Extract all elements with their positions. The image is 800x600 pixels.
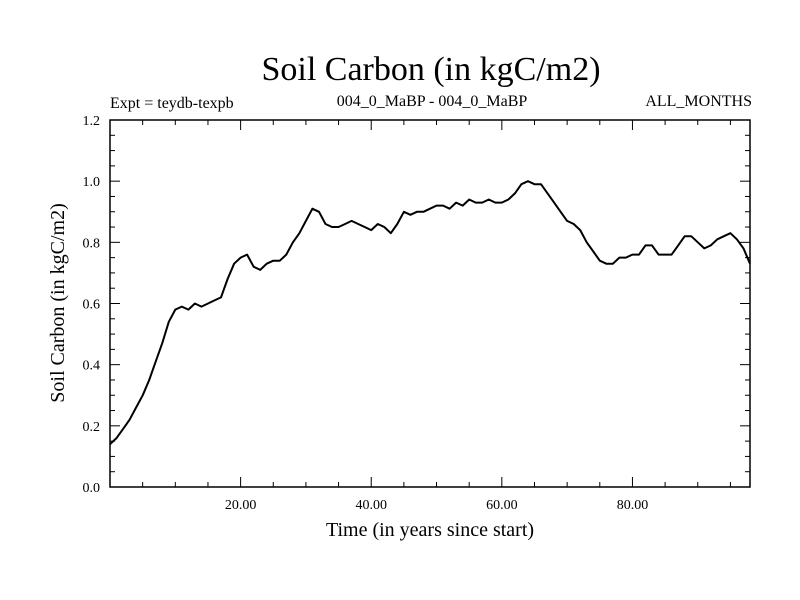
x-axis-label: Time (in years since start) <box>326 519 534 541</box>
x-tick-label: 60.00 <box>486 498 518 513</box>
chart-title: Soil Carbon (in kgC/m2) <box>261 51 600 88</box>
y-tick-label: 0.2 <box>83 420 101 435</box>
axis-ticks <box>110 120 750 487</box>
x-tick-labels: 20.00 40.00 60.00 80.00 <box>225 498 648 513</box>
y-tick-label: 0.8 <box>83 236 101 251</box>
subtitle-period: 004_0_MaBP - 004_0_MaBP <box>337 93 528 110</box>
x-tick-label: 40.00 <box>355 498 387 513</box>
y-axis-label: Soil Carbon (in kgC/m2) <box>47 203 69 402</box>
y-tick-labels: 0.0 0.2 0.4 0.6 0.8 1.0 1.2 <box>83 114 101 496</box>
y-tick-label: 0.0 <box>83 481 101 496</box>
y-tick-label: 0.4 <box>83 359 101 374</box>
subtitle-months: ALL_MONTHS <box>645 93 752 110</box>
x-tick-label: 80.00 <box>617 498 649 513</box>
y-tick-label: 1.0 <box>83 175 101 190</box>
y-tick-label: 1.2 <box>83 114 101 129</box>
x-tick-label: 20.00 <box>225 498 257 513</box>
y-tick-label: 0.6 <box>83 298 101 313</box>
subtitle-experiment: Expt = teydb-texpb <box>110 95 234 112</box>
soil-carbon-line <box>109 180 751 445</box>
